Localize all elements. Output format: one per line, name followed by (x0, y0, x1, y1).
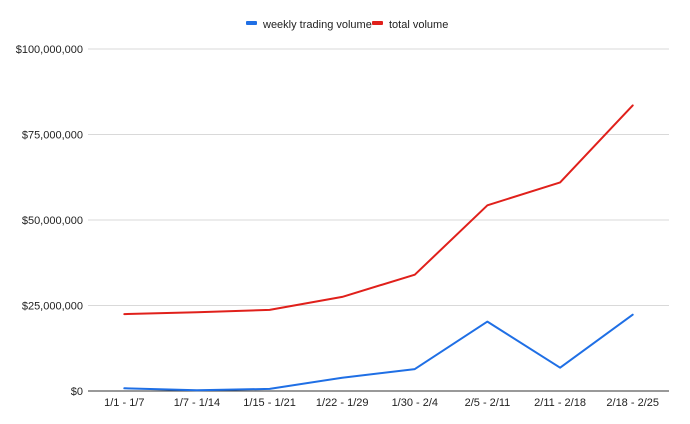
series-line-1 (123, 104, 634, 316)
y-tick-label: $100,000,000 (16, 44, 83, 56)
series-line-0 (123, 313, 634, 392)
legend-swatch (246, 21, 257, 25)
y-tick-label: $0 (71, 386, 83, 398)
x-tick-label: 1/1 - 1/7 (104, 397, 144, 409)
x-tick-label: 1/22 - 1/29 (316, 397, 369, 409)
gridlines (88, 48, 669, 306)
x-tick-label: 2/5 - 2/11 (465, 397, 511, 409)
series-lines (123, 104, 634, 392)
y-tick-label: $75,000,000 (22, 130, 83, 142)
legend-swatch (372, 21, 383, 25)
x-tick-label: 1/15 - 1/21 (243, 397, 296, 409)
legend: weekly trading volume total volume (246, 19, 448, 31)
legend-label: total volume (389, 19, 448, 31)
x-tick-label: 2/11 - 2/18 (534, 397, 586, 409)
x-axis-tick-labels: 1/1 - 1/7 1/7 - 1/14 1/15 - 1/21 1/22 - 1/2… (104, 397, 659, 409)
x-tick-label: 1/7 - 1/14 (174, 397, 220, 409)
y-axis-tick-labels: $0 $25,000,000 $50,000,000 $75,000,000 $100,… (16, 44, 83, 398)
x-tick-label: 2/18 - 2/25 (606, 397, 659, 409)
y-tick-label: $25,000,000 (22, 301, 83, 313)
y-tick-label: $50,000,000 (22, 215, 83, 227)
legend-label: weekly trading volume (262, 19, 372, 31)
x-tick-label: 1/30 - 2/4 (392, 397, 438, 409)
